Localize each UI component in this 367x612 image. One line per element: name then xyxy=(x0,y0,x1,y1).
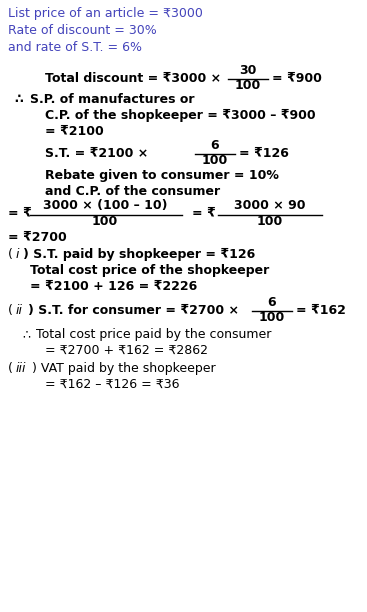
Text: ∴: ∴ xyxy=(22,328,30,341)
Text: Total discount = ₹3000 ×: Total discount = ₹3000 × xyxy=(45,72,221,85)
Text: 100: 100 xyxy=(92,215,118,228)
Text: 6: 6 xyxy=(211,139,219,152)
Text: ) S.T. paid by shopkeeper = ₹126: ) S.T. paid by shopkeeper = ₹126 xyxy=(23,248,255,261)
Text: = ₹162 – ₹126 = ₹36: = ₹162 – ₹126 = ₹36 xyxy=(45,378,179,391)
Text: List price of an article = ₹3000: List price of an article = ₹3000 xyxy=(8,7,203,20)
Text: and C.P. of the consumer: and C.P. of the consumer xyxy=(45,185,220,198)
Text: Rate of discount = 30%: Rate of discount = 30% xyxy=(8,24,157,37)
Text: and rate of S.T. = 6%: and rate of S.T. = 6% xyxy=(8,41,142,54)
Text: Rebate given to consumer = 10%: Rebate given to consumer = 10% xyxy=(45,169,279,182)
Text: 100: 100 xyxy=(257,215,283,228)
Text: 100: 100 xyxy=(235,79,261,92)
Text: 100: 100 xyxy=(259,311,285,324)
Text: = ₹: = ₹ xyxy=(8,207,32,220)
Text: = ₹900: = ₹900 xyxy=(272,72,322,85)
Text: 3000 × (100 – 10): 3000 × (100 – 10) xyxy=(43,199,167,212)
Text: = ₹: = ₹ xyxy=(192,207,216,220)
Text: S.P. of manufactures or: S.P. of manufactures or xyxy=(30,93,195,106)
Text: = ₹2100: = ₹2100 xyxy=(45,125,104,138)
Text: (: ( xyxy=(8,362,13,375)
Text: = ₹126: = ₹126 xyxy=(239,147,289,160)
Text: C.P. of the shopkeeper = ₹3000 – ₹900: C.P. of the shopkeeper = ₹3000 – ₹900 xyxy=(45,109,316,122)
Text: Total cost price of the shopkeeper: Total cost price of the shopkeeper xyxy=(30,264,269,277)
Text: iii: iii xyxy=(16,362,26,375)
Text: = ₹2700: = ₹2700 xyxy=(8,231,67,244)
Text: ) VAT paid by the shopkeeper: ) VAT paid by the shopkeeper xyxy=(32,362,216,375)
Text: i: i xyxy=(16,248,19,261)
Text: 6: 6 xyxy=(268,296,276,309)
Text: ii: ii xyxy=(16,304,23,317)
Text: ) S.T. for consumer = ₹2700 ×: ) S.T. for consumer = ₹2700 × xyxy=(28,304,239,317)
Text: S.T. = ₹2100 ×: S.T. = ₹2100 × xyxy=(45,147,148,160)
Text: Total cost price paid by the consumer: Total cost price paid by the consumer xyxy=(36,328,271,341)
Text: 30: 30 xyxy=(239,64,257,77)
Text: ∴: ∴ xyxy=(14,93,23,106)
Text: = ₹2700 + ₹162 = ₹2862: = ₹2700 + ₹162 = ₹2862 xyxy=(45,344,208,357)
Text: (: ( xyxy=(8,248,13,261)
Text: (: ( xyxy=(8,304,13,317)
Text: = ₹162: = ₹162 xyxy=(296,304,346,317)
Text: 3000 × 90: 3000 × 90 xyxy=(234,199,306,212)
Text: 100: 100 xyxy=(202,154,228,167)
Text: = ₹2100 + 126 = ₹2226: = ₹2100 + 126 = ₹2226 xyxy=(30,280,197,293)
